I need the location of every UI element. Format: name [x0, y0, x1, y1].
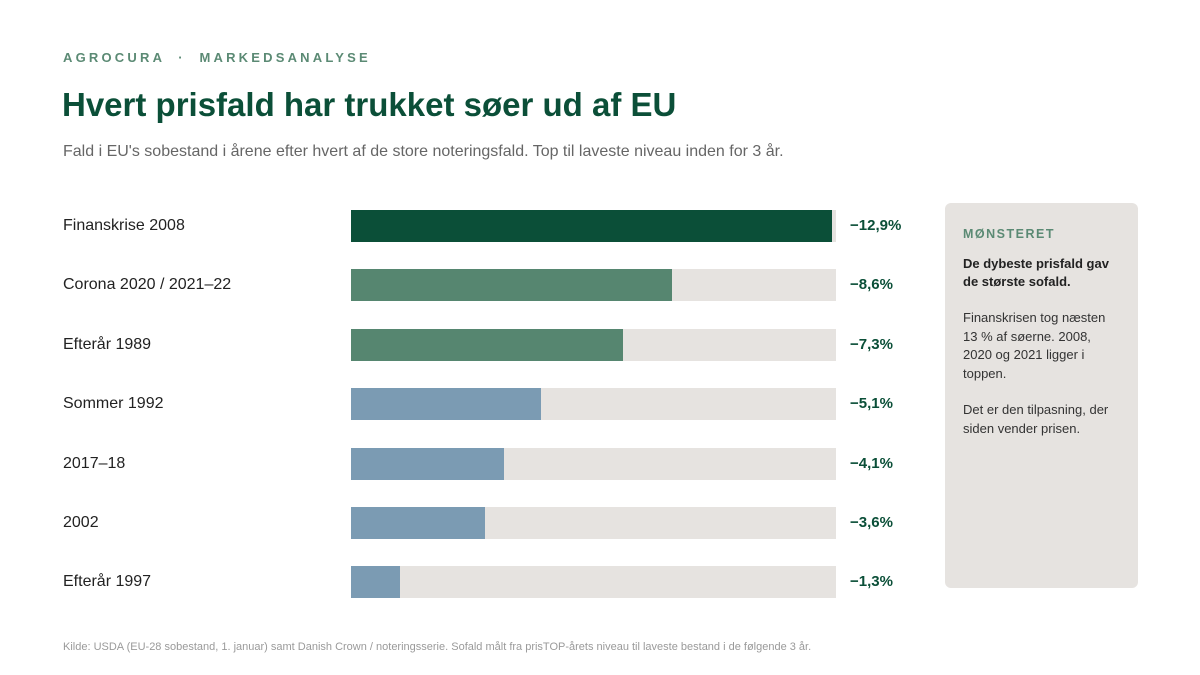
- category-label: Efterår 1997: [63, 573, 152, 591]
- panel-paragraph: Finanskrisen tog næsten 13 % af søerne. …: [963, 310, 1106, 381]
- bar-track: [351, 328, 836, 361]
- bar-track: [351, 269, 836, 302]
- category-label: Efterår 1989: [63, 335, 152, 353]
- bar: [351, 269, 672, 302]
- bar: [351, 328, 624, 361]
- category-label: 2002: [63, 514, 99, 531]
- bar-track: [351, 388, 836, 421]
- bar: [351, 566, 400, 599]
- value-label: −12,9%: [850, 217, 902, 234]
- value-label: −1,3%: [850, 573, 893, 591]
- bar: [351, 388, 542, 421]
- source-note: Kilde: USDA (EU-28 sobestand, 1. januar)…: [63, 641, 812, 653]
- value-label: −7,3%: [850, 335, 893, 353]
- bar-track: [351, 566, 836, 599]
- value-label: −8,6%: [850, 276, 893, 294]
- panel-lead: De dybeste prisfald gav de største sofal…: [963, 256, 1109, 289]
- bar-track: [351, 507, 836, 539]
- panel-title: MØNSTERET: [963, 227, 1055, 241]
- chart-title: Hvert prisfald har trukket søer ud af EU: [62, 86, 677, 123]
- bar-track: [351, 447, 836, 480]
- insight-panel: MØNSTERET De dybeste prisfald gav de stø…: [945, 203, 1138, 588]
- bar-track: [351, 210, 836, 242]
- panel-paragraph: Det er den tilpasning, der siden vender …: [963, 402, 1109, 436]
- category-label: Sommer 1992: [63, 395, 164, 413]
- kicker: AGROCURA · MARKEDSANALYSE: [63, 50, 371, 65]
- bar: [351, 507, 486, 539]
- category-label: 2017–18: [63, 454, 126, 472]
- category-label: Finanskrise 2008: [63, 217, 185, 234]
- value-label: −3,6%: [850, 514, 893, 531]
- bar: [351, 210, 833, 242]
- chart-subtitle: Fald i EU's sobestand i årene efter hver…: [63, 143, 784, 160]
- value-label: −4,1%: [850, 454, 893, 472]
- value-label: −5,1%: [850, 395, 893, 413]
- bar: [351, 447, 504, 480]
- category-label: Corona 2020 / 2021–22: [63, 276, 232, 294]
- panel-body: Finanskrisen tog næsten 13 % af søerne. …: [963, 309, 1120, 438]
